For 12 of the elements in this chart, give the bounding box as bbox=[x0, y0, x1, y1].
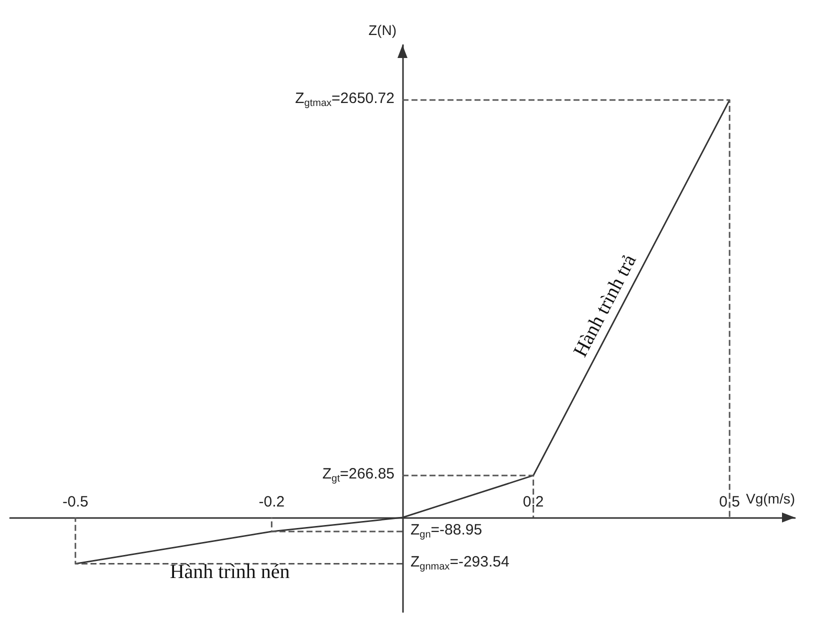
x-tick-label: 0.5 bbox=[719, 494, 740, 510]
x-axis-title: Vg(m/s) bbox=[746, 490, 795, 506]
x-tick-label: -0.5 bbox=[62, 494, 88, 510]
x-tick-label: 0.2 bbox=[522, 494, 544, 510]
annotation: Hành trình trả bbox=[569, 250, 641, 361]
y-axis-title: Z(N) bbox=[368, 22, 396, 38]
y2-tick-label: Z$_{gn}$=-88.95 bbox=[410, 521, 482, 541]
y-tick-label: Z$_{gt}$=266.85 bbox=[322, 464, 394, 484]
annotation: Hành trình nén bbox=[170, 561, 290, 583]
x-tick-label: -0.2 bbox=[258, 494, 285, 510]
y-tick-label: Z$_{gtmax}$=2650.72 bbox=[295, 90, 394, 110]
y2-tick-label: Z$_{gnmax}$=-293.54 bbox=[410, 553, 510, 573]
